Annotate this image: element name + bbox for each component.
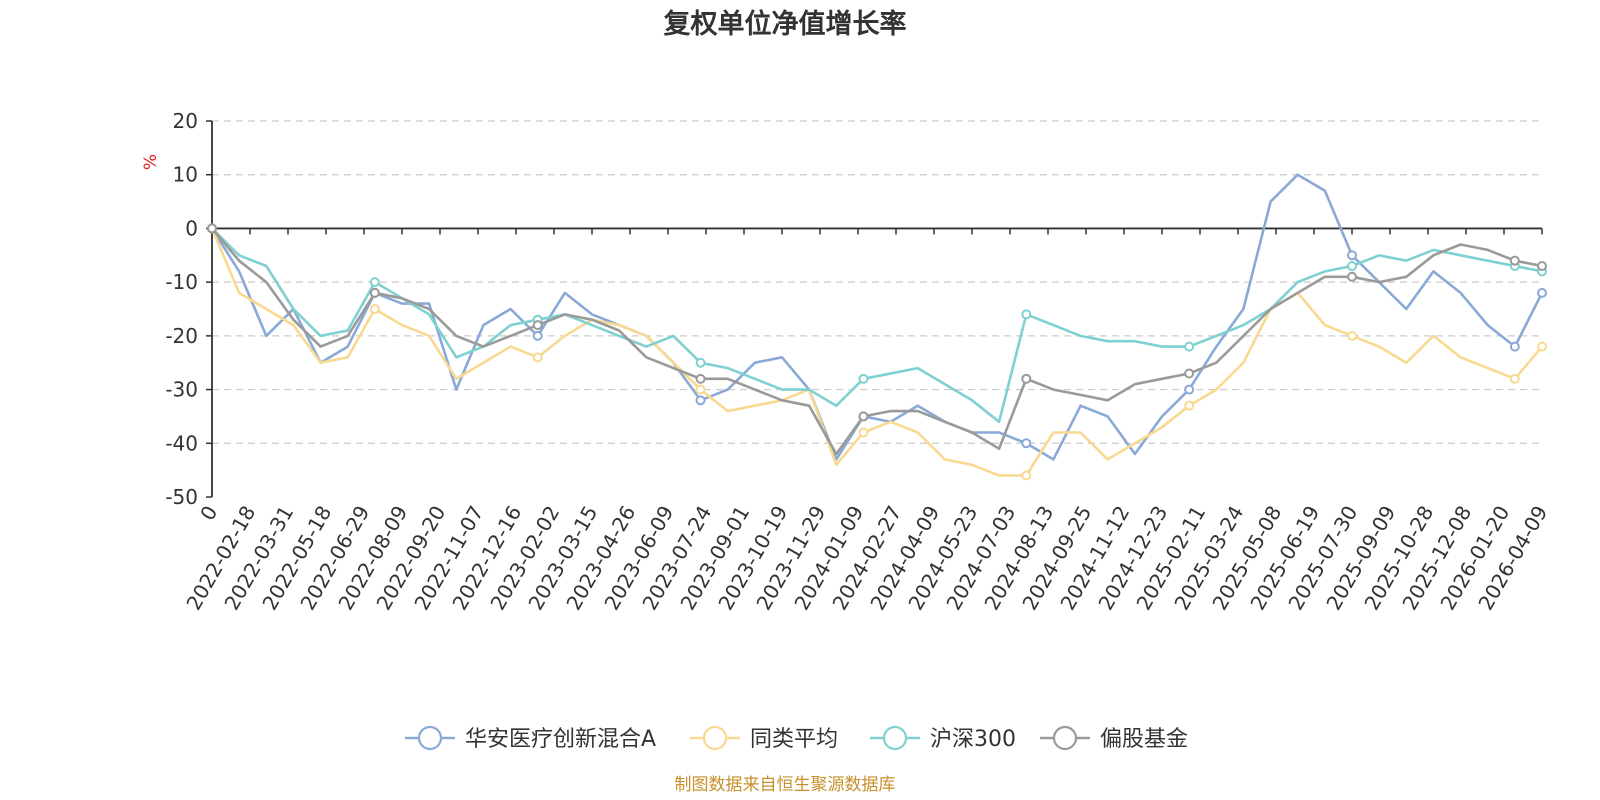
y-axis-unit-label: %: [141, 154, 161, 170]
legend-label: 偏股基金: [1100, 727, 1188, 752]
legend[interactable]: 华安医疗创新混合A 同类平均 沪深300 偏股基金: [405, 725, 1188, 752]
data-point: [369, 277, 380, 288]
axes: [211, 121, 1542, 497]
data-point: [1537, 261, 1547, 272]
series-2: [207, 223, 1547, 424]
data-point: [695, 395, 706, 406]
x-tick-label: 0: [195, 502, 222, 525]
legend-item[interactable]: 同类平均: [690, 725, 838, 752]
legend-label: 沪深300: [930, 727, 1016, 752]
legend-item[interactable]: 华安医疗创新混合A: [405, 725, 656, 752]
y-tick-label: -50: [165, 485, 198, 509]
data-point: [858, 411, 869, 422]
legend-item[interactable]: 偏股基金: [1040, 725, 1188, 752]
data-point: [858, 427, 869, 438]
y-tick-label: 0: [185, 216, 198, 240]
data-point: [1184, 384, 1195, 395]
legend-label: 华安医疗创新混合A: [465, 727, 656, 752]
series-line: [210, 227, 1543, 477]
legend-marker: [702, 725, 728, 751]
data-point: [369, 287, 380, 298]
legend-marker: [417, 725, 443, 751]
legend-item[interactable]: 沪深300: [870, 725, 1016, 752]
chart-title: 复权单位净值增长率: [664, 8, 907, 40]
data-point: [207, 223, 217, 234]
series-line: [210, 173, 1544, 461]
y-tick-label: 20: [173, 109, 198, 133]
legend-marker: [1052, 725, 1078, 751]
data-point: [1184, 368, 1195, 379]
data-point: [858, 373, 869, 384]
data-point: [532, 352, 543, 363]
y-tick-label: -10: [165, 270, 198, 294]
y-axis-ticks: 20 10 0 -10 -20 -30 -40 -50: [165, 109, 212, 509]
data-point: [1347, 250, 1357, 261]
data-point: [1509, 255, 1520, 266]
data-point: [695, 357, 706, 368]
data-point: [1509, 373, 1520, 384]
data-point: [532, 320, 543, 331]
series-line: [211, 227, 1543, 424]
data-point: [1509, 341, 1520, 352]
data-point: [532, 330, 543, 341]
series-3: [207, 223, 1547, 456]
data-point: [1021, 309, 1032, 320]
y-tick-label: 10: [173, 163, 198, 187]
y-tick-label: -30: [165, 378, 198, 402]
data-source-note: 制图数据来自恒生聚源数据库: [675, 775, 896, 795]
legend-label: 同类平均: [750, 727, 838, 752]
data-point: [1021, 438, 1032, 449]
legend-marker: [882, 725, 908, 751]
gridlines: [212, 120, 1542, 444]
x-axis-ticks: 02022-02-182022-03-312022-05-182022-06-2…: [181, 228, 1552, 614]
data-point: [1347, 271, 1357, 282]
series-lines: [207, 173, 1547, 481]
series-1: [207, 223, 1547, 481]
data-point: [1021, 373, 1032, 384]
data-point: [1347, 261, 1357, 272]
series-line: [211, 227, 1543, 456]
data-point: [1184, 400, 1195, 411]
data-point: [1537, 287, 1547, 298]
series-0: [207, 173, 1547, 461]
data-point: [1021, 470, 1032, 481]
data-point: [1347, 330, 1357, 341]
data-point: [1537, 341, 1547, 352]
data-point: [695, 384, 706, 395]
data-point: [695, 373, 706, 384]
data-point: [369, 304, 380, 314]
y-tick-label: -40: [165, 431, 198, 455]
y-tick-label: -20: [165, 324, 198, 348]
data-point: [1184, 341, 1195, 352]
